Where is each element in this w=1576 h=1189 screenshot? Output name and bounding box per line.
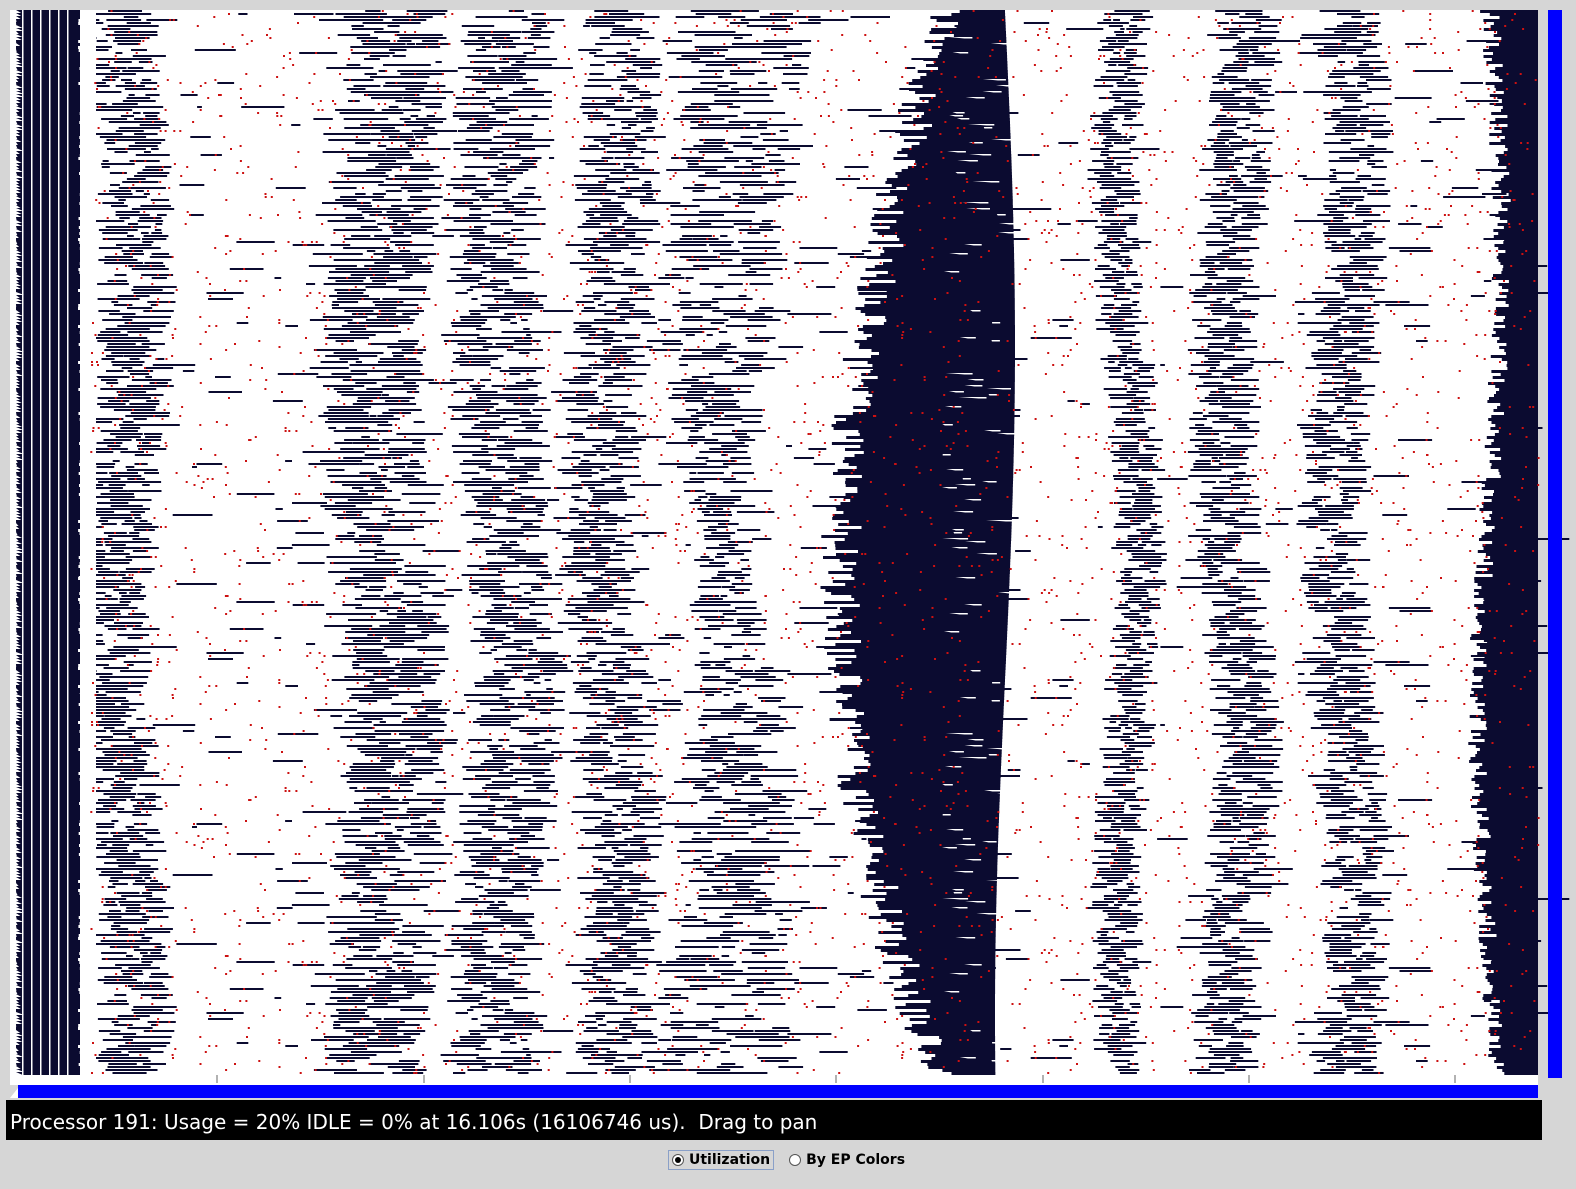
status-bar: Processor 191: Usage = 20% IDLE = 0% at …: [6, 1100, 1542, 1140]
radio-button[interactable]: [671, 1154, 684, 1166]
plot-area[interactable]: [10, 10, 1538, 1075]
radio-label: By EP Colors: [806, 1152, 906, 1168]
activity-texture: [16, 10, 1570, 1075]
radio-option[interactable]: By EP Colors: [786, 1151, 908, 1169]
radio-option[interactable]: Utilization: [667, 1150, 775, 1170]
dark-activity: [16, 10, 1570, 1075]
view-options: Utilization By EP Colors: [0, 1150, 1576, 1170]
radio-button[interactable]: [789, 1154, 802, 1166]
x-axis: [10, 1075, 1538, 1085]
timeline-view[interactable]: [0, 0, 1576, 1100]
x-axis-ticks: [216, 1075, 1456, 1083]
vertical-scrollbar[interactable]: [1548, 10, 1562, 1078]
radio-label: Utilization: [688, 1152, 771, 1168]
horizontal-scrollbar[interactable]: [18, 1085, 1538, 1098]
